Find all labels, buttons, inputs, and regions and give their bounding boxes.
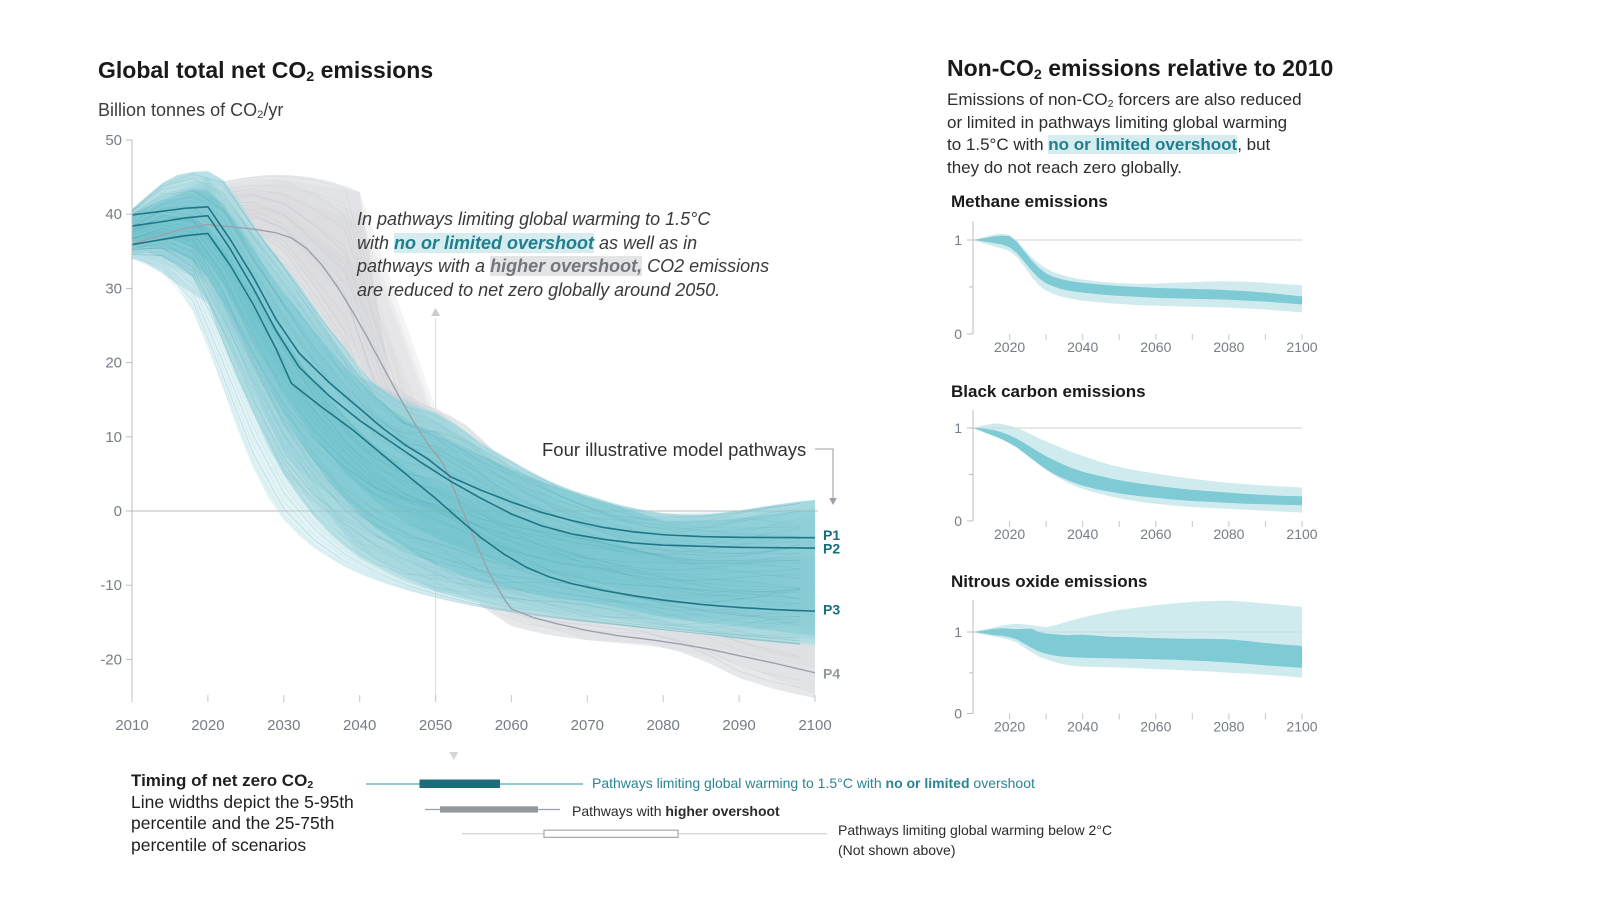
svg-text:0: 0	[954, 513, 962, 529]
svg-text:P2: P2	[823, 541, 840, 557]
svg-text:2040: 2040	[1067, 526, 1098, 542]
svg-text:1: 1	[954, 232, 962, 248]
svg-text:0: 0	[114, 503, 122, 520]
svg-text:2090: 2090	[722, 717, 755, 734]
svg-text:2100: 2100	[798, 717, 831, 734]
svg-text:2060: 2060	[495, 717, 528, 734]
svg-text:0: 0	[954, 326, 962, 342]
svg-text:2040: 2040	[343, 717, 376, 734]
svg-text:1: 1	[954, 624, 962, 640]
svg-text:0: 0	[954, 706, 962, 722]
svg-text:P1: P1	[823, 527, 840, 543]
svg-text:-10: -10	[100, 577, 122, 594]
svg-text:2020: 2020	[994, 526, 1025, 542]
svg-text:20: 20	[105, 355, 122, 372]
svg-text:-20: -20	[100, 651, 122, 668]
svg-text:2060: 2060	[1140, 526, 1171, 542]
svg-text:2030: 2030	[267, 717, 300, 734]
svg-text:2100: 2100	[1286, 719, 1317, 735]
svg-text:40: 40	[105, 206, 122, 223]
svg-text:50: 50	[105, 132, 122, 149]
svg-text:2080: 2080	[1213, 526, 1244, 542]
svg-text:2100: 2100	[1286, 339, 1317, 355]
svg-text:2040: 2040	[1067, 719, 1098, 735]
svg-text:30: 30	[105, 280, 122, 297]
svg-text:10: 10	[105, 429, 122, 446]
svg-text:2020: 2020	[994, 719, 1025, 735]
svg-text:2010: 2010	[115, 717, 148, 734]
svg-text:P3: P3	[823, 602, 840, 618]
svg-text:2020: 2020	[994, 339, 1025, 355]
svg-text:2060: 2060	[1140, 339, 1171, 355]
svg-text:2080: 2080	[1213, 719, 1244, 735]
svg-text:P4: P4	[823, 666, 840, 682]
svg-text:2080: 2080	[1213, 339, 1244, 355]
svg-text:2100: 2100	[1286, 526, 1317, 542]
svg-text:2020: 2020	[191, 717, 224, 734]
svg-text:2060: 2060	[1140, 719, 1171, 735]
svg-text:2080: 2080	[647, 717, 680, 734]
svg-text:2050: 2050	[419, 717, 452, 734]
svg-text:2040: 2040	[1067, 339, 1098, 355]
svg-text:1: 1	[954, 420, 962, 436]
svg-text:2070: 2070	[571, 717, 604, 734]
